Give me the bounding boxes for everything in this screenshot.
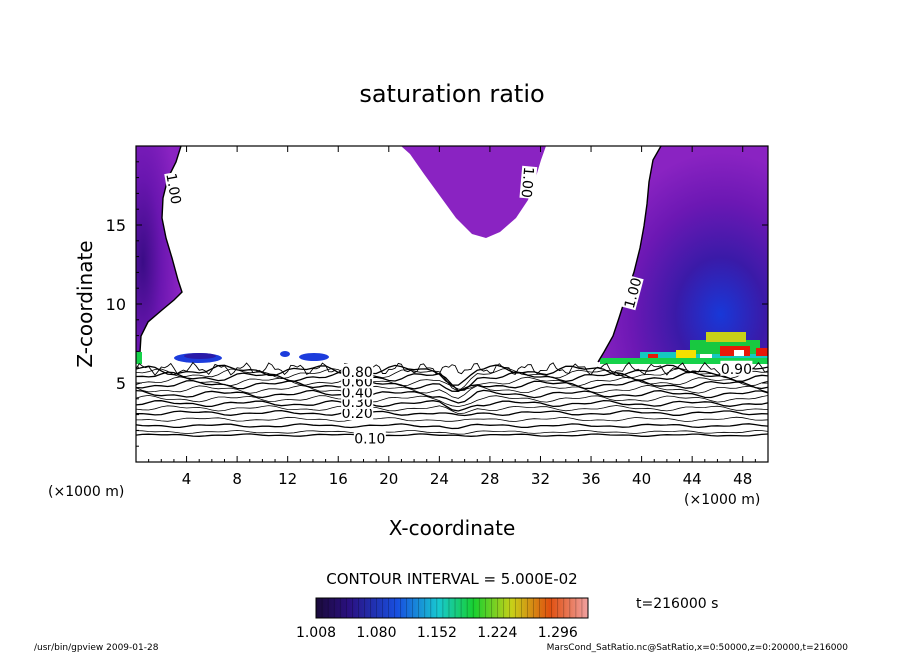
colorbar-ticks: 1.008 1.080 1.152 1.224 1.296: [296, 598, 589, 641]
x-tick-label: 32: [531, 470, 550, 488]
contour-line: [136, 379, 768, 393]
contour-line: [136, 429, 768, 435]
contour-line: [136, 423, 768, 430]
contour-label-bg: [341, 363, 374, 379]
colorbar-gradient: [315, 597, 589, 619]
contour-line: [136, 416, 768, 422]
contour-line-1: [597, 146, 662, 363]
footer-left: /usr/bin/gpview 2009-01-28: [34, 643, 159, 653]
footer-right: MarsCond_SatRatio.nc@SatRatio,x=0:50000,…: [547, 643, 849, 653]
x-tick-label: 40: [632, 470, 651, 488]
colorbar: 1.008 1.080 1.152 1.224 1.296: [296, 597, 589, 641]
green-edge: [136, 352, 142, 364]
plot-area: 0.100.200.300.400.600.80 0.901.00 1.001.00: [136, 146, 768, 462]
contour-label: 1.00: [518, 166, 537, 198]
contour-label: 0.90: [721, 362, 752, 378]
contour-label: 0.20: [342, 406, 373, 422]
contour-label: 0.10: [354, 431, 385, 447]
contour-line: [136, 394, 768, 408]
contour-line: [136, 376, 768, 390]
x-unit-label-right: (×1000 m): [684, 492, 760, 508]
contour-interval-text: CONTOUR INTERVAL = 5.000E-02: [326, 570, 577, 588]
contour-label-bg: [519, 165, 538, 199]
contour-line: [136, 384, 768, 399]
colorbar-tick-label: 1.152: [417, 625, 457, 641]
contour-label-bg: [353, 430, 386, 446]
contour-labels: 0.100.200.300.400.600.80 0.901.00 1.001.00: [162, 165, 753, 447]
x-unit-label-left: (×1000 m): [48, 484, 124, 500]
time-label: t=216000 s: [636, 596, 718, 612]
right-saturated-region: [598, 146, 768, 362]
contour-label: 0.80: [342, 365, 373, 381]
colorbar-tick-label: 1.008: [296, 625, 336, 641]
contour-line: [136, 405, 768, 415]
contour-label-bg: [720, 360, 753, 376]
contour-line: [136, 409, 768, 417]
x-axis-title: X-coordinate: [389, 516, 516, 540]
x-tick-label: 44: [683, 470, 702, 488]
contour-label: 1.00: [162, 172, 183, 205]
x-tick-label: 48: [733, 470, 752, 488]
contour-label-bg: [164, 171, 185, 206]
contour-label-bg: [620, 275, 644, 311]
blue-patch: [299, 353, 329, 361]
y-tick-label: 15: [106, 216, 126, 235]
y-axis: 5 10 15: [106, 161, 768, 447]
contour-line: [136, 367, 768, 392]
blue-patch: [280, 351, 290, 357]
x-tick-label: 8: [232, 470, 242, 488]
contour-lines: [136, 146, 768, 437]
top-saturated-region: [401, 146, 546, 238]
contour-line-turbulent: [136, 361, 768, 376]
blue-patch: [184, 353, 216, 359]
left-saturated-region: [136, 146, 182, 356]
contour-line: [136, 399, 768, 412]
x-axis: 4 8 12 16 20 24 28 32 36 40 44 48: [148, 146, 756, 488]
x-tick-label: 24: [430, 470, 449, 488]
contour-label: 0.40: [342, 385, 373, 401]
x-tick-label: 16: [329, 470, 348, 488]
contour-line: [136, 389, 768, 404]
x-tick-label: 20: [379, 470, 398, 488]
contour-line: [136, 433, 768, 437]
convection-cells: [600, 332, 768, 364]
y-tick-label: 10: [106, 295, 126, 314]
colorbar-tick-label: 1.296: [538, 625, 578, 641]
x-tick-label: 4: [182, 470, 192, 488]
x-tick-label: 12: [278, 470, 297, 488]
chart-title: saturation ratio: [359, 80, 544, 108]
colorbar-tick-label: 1.224: [477, 625, 517, 641]
colorbar-tick-label: 1.080: [356, 625, 396, 641]
x-tick-label: 36: [581, 470, 600, 488]
contour-line: [136, 364, 768, 386]
x-tick-label: 28: [480, 470, 499, 488]
y-tick-label: 5: [116, 374, 126, 393]
y-axis-title: Z-coordinate: [73, 240, 97, 367]
contour-label: 1.00: [622, 276, 646, 310]
